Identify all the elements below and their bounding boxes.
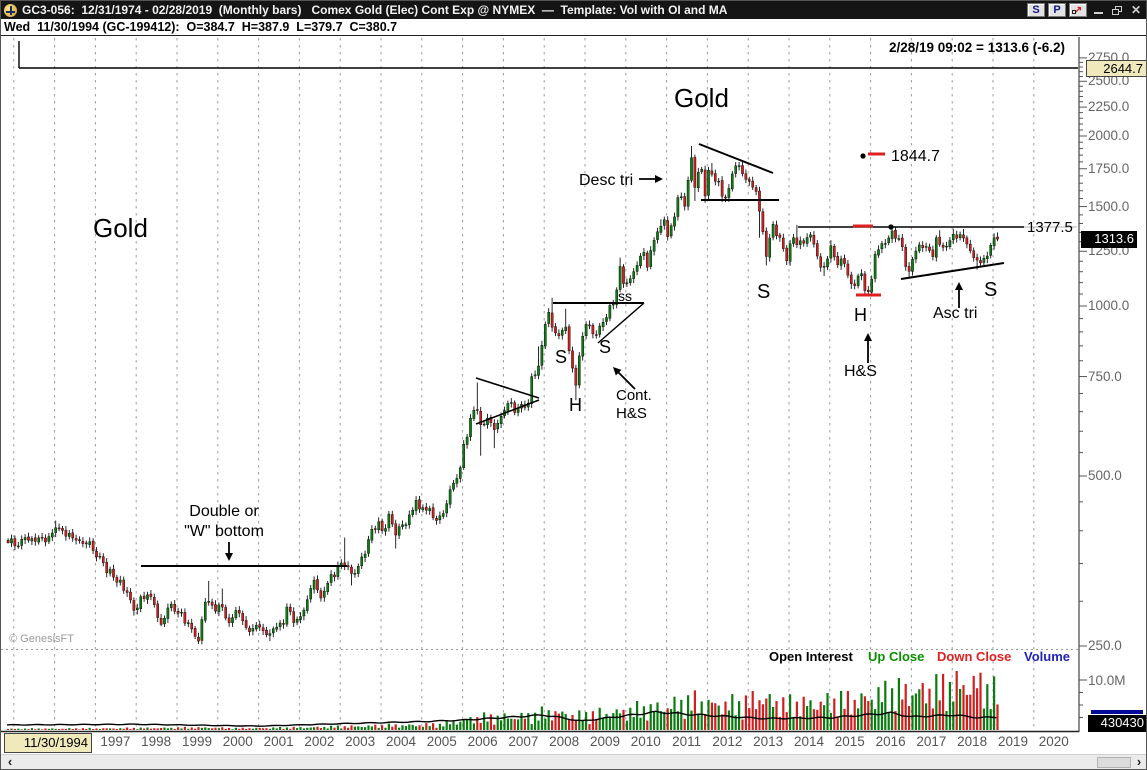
annotation-h-2015: H [854, 305, 867, 325]
year-axis-label: 2013 [753, 734, 784, 749]
p-button[interactable]: P [1048, 3, 1066, 17]
price-axis-label: 1750.0 [1088, 161, 1130, 176]
minimize-button[interactable] [1090, 3, 1106, 17]
year-axis-label: 2012 [712, 734, 743, 749]
year-axis-label: 2002 [304, 734, 335, 749]
price-axis-label: 2000.0 [1088, 128, 1130, 143]
price-axis-label: 1000.0 [1088, 298, 1130, 313]
volume-bars [7, 670, 999, 730]
alert-price-box[interactable]: 2644.7 [1086, 60, 1146, 77]
restore-button[interactable] [1109, 3, 1125, 17]
restore-icon [1112, 5, 1122, 15]
window-title: GC3-056: 12/31/1974 - 02/28/2019 (Monthl… [22, 3, 728, 17]
legend-down-close: Down Close [937, 649, 1012, 664]
cursor-date-box: 11/30/1994 [4, 733, 92, 753]
year-axis-label: 2004 [385, 734, 417, 749]
annotation-cont-hs: Cont. H&S [616, 387, 652, 423]
annotation-s-2018: S [984, 279, 998, 301]
last-quote-readout: 2/28/19 09:02 = 1313.6 (-6.2) [888, 40, 1065, 55]
price-axis-label: 1500.0 [1088, 199, 1130, 214]
price-axis-label: 2250.0 [1088, 99, 1130, 114]
year-axis-label: 2010 [630, 734, 661, 749]
year-axis-label: 2001 [263, 734, 294, 749]
annotation-asc-tri: Asc tri [933, 305, 978, 322]
year-axis-label: 2014 [793, 734, 825, 749]
close-button[interactable]: ✕ [1130, 3, 1142, 17]
price-axis-label: 500.0 [1088, 468, 1122, 483]
minimize-icon [1093, 12, 1103, 14]
s-button[interactable]: S [1027, 3, 1045, 17]
price-axis-label: 750.0 [1088, 369, 1122, 384]
year-axis-label: 2003 [345, 734, 376, 749]
annotation-s-2008-right: S [599, 337, 612, 357]
year-axis-label: 2018 [957, 734, 988, 749]
price-axis-label: 10.0M [1088, 673, 1126, 688]
legend-up-close: Up Close [868, 649, 925, 664]
legend-volume: Volume [1024, 649, 1070, 664]
annotation-s-2013: S [757, 281, 771, 303]
year-axis-label: 2006 [467, 734, 498, 749]
annotation-h-2008: H [569, 395, 582, 415]
open-interest-box: 430430 [1088, 715, 1146, 732]
annotation-w-bottom: Double or "W" bottom [184, 503, 264, 540]
h-scrollbar[interactable]: ‹ › [1, 754, 1146, 769]
year-axis-label: 2020 [1038, 734, 1069, 749]
annotation-hs-2015: H&S [844, 363, 877, 380]
open-interest-line [6, 710, 997, 727]
year-gridlines [13, 38, 1035, 730]
year-axis-label: 2017 [916, 734, 947, 749]
annotation-gold-top: Gold [674, 83, 729, 113]
year-axis-label: 2007 [508, 734, 539, 749]
year-axis-label: 2009 [589, 734, 621, 749]
year-axis-label: 1997 [100, 734, 131, 749]
annotation-desc-tri: Desc tri [579, 172, 634, 189]
annotation-level-1377: 1377.5 [1027, 219, 1073, 236]
volume-marker [1091, 710, 1143, 714]
annotation-gold-left: Gold [93, 213, 148, 243]
year-axis-label: 2019 [997, 734, 1029, 749]
scroll-right-arrow[interactable]: › [1136, 754, 1142, 769]
year-axis-label: 2000 [222, 734, 253, 749]
price-axis-label: 250.0 [1088, 638, 1122, 653]
candlesticks [6, 146, 999, 645]
legend-open-interest: Open Interest [769, 649, 853, 664]
year-axis-label: 2011 [672, 734, 702, 749]
year-axis-label: 1999 [181, 734, 213, 749]
popout-box-icon [1072, 10, 1076, 14]
genesisft-watermark: © GenesisFT [9, 633, 74, 645]
year-axis-label: 2008 [549, 734, 580, 749]
app-anchor-icon [4, 3, 17, 17]
ohlc-status-bar: Wed 11/30/1994 (GC-199412): O=384.7 H=38… [1, 19, 1146, 36]
drawn-overlays [18, 41, 1078, 567]
annotation-s-2008-left: S [555, 347, 568, 367]
last-price-box: 1313.6 [1081, 231, 1137, 248]
year-axis-label: 1998 [141, 734, 172, 749]
title-bar[interactable]: GC3-056: 12/31/1974 - 02/28/2019 (Monthl… [1, 1, 1146, 19]
annotation-ss-2009: ss [618, 288, 632, 304]
axes [1, 37, 1087, 733]
scroll-left-arrow[interactable]: ‹ [7, 754, 13, 769]
year-axis-label: 2015 [834, 734, 865, 749]
year-axis-label: 2005 [426, 734, 457, 749]
popout-button[interactable]: ↗ [1069, 3, 1087, 17]
scroll-thumb[interactable] [1097, 757, 1131, 768]
year-axis-label: 2016 [875, 734, 906, 749]
annotation-marker-1844: 1844.7 [891, 148, 940, 165]
